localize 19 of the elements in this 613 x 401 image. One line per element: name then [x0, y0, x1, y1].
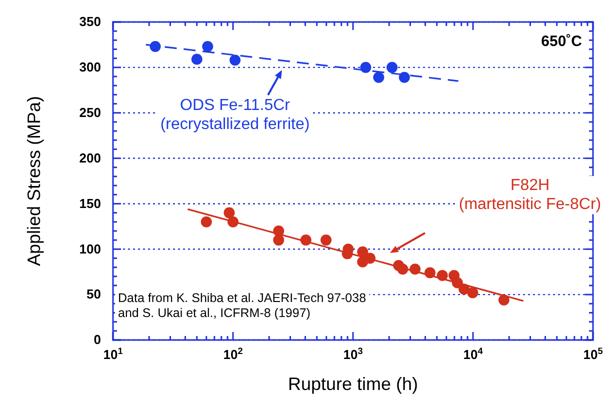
x-tick-label: 10$^{4}$	[463, 346, 484, 362]
y-tick-label: 100	[79, 241, 101, 256]
y-tick-label: 200	[79, 150, 101, 166]
y-tick-label: 350	[79, 14, 101, 30]
x-tick-label: 10$^{2}$	[223, 346, 243, 362]
x-axis-title: Rupture time (h)	[288, 374, 418, 394]
x-tick-label: 10$^{5}$	[583, 346, 603, 362]
annotation: 650˚C	[541, 33, 582, 50]
y-tick-label: 300	[79, 60, 101, 75]
y-tick-label: 0	[94, 332, 101, 348]
annotation: ODS Fe-11.5Cr (recrystallized ferrite)	[160, 97, 310, 134]
y-tick-label: 150	[79, 196, 101, 211]
x-tick-label: 10$^{3}$	[343, 346, 363, 362]
annotation: F82H (martensitic Fe-8Cr)	[458, 177, 602, 214]
x-tick-label: 10$^{1}$	[103, 346, 123, 362]
y-tick-label: 50	[86, 286, 101, 302]
annotation: Data from K. Shiba et al. JAERI-Tech 97-038 and S. Ukai et al., ICFRM-8 (1997)	[118, 291, 366, 320]
y-axis-title: Applied Stress (MPa)	[24, 96, 44, 266]
y-tick-label: 250	[79, 105, 101, 120]
